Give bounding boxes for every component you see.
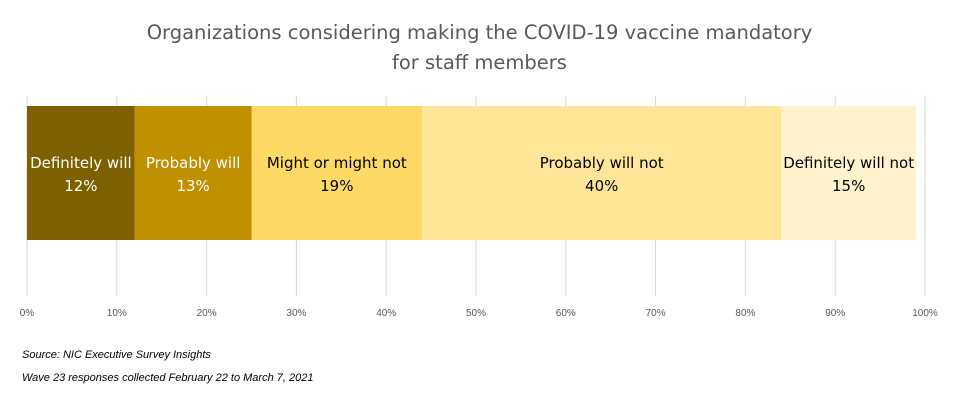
segment-name-label: Definitely will bbox=[30, 154, 132, 172]
x-tick-label: 100% bbox=[912, 308, 938, 319]
segment-value-label: 40% bbox=[585, 177, 618, 195]
segment-name-label: Probably will not bbox=[540, 154, 664, 172]
wave-note: Wave 23 responses collected February 22 … bbox=[22, 372, 314, 384]
segment-value-label: 13% bbox=[176, 177, 209, 195]
x-tick-label: 10% bbox=[107, 308, 127, 319]
x-tick-label: 80% bbox=[735, 308, 755, 319]
x-tick-label: 30% bbox=[286, 308, 306, 319]
segment-name-label: Might or might not bbox=[267, 154, 407, 172]
chart-title-line-2: for staff members bbox=[392, 51, 567, 74]
x-tick-label: 90% bbox=[825, 308, 845, 319]
x-tick-label: 20% bbox=[197, 308, 217, 319]
segment-value-label: 12% bbox=[64, 177, 97, 195]
bar-segment bbox=[134, 106, 252, 240]
bar-segment bbox=[27, 106, 135, 240]
bar-segment bbox=[781, 106, 917, 240]
chart-title-line-1: Organizations considering making the COV… bbox=[146, 21, 813, 44]
source-note: Source: NIC Executive Survey Insights bbox=[22, 349, 211, 361]
segment-value-label: 19% bbox=[320, 177, 353, 195]
segment-name-label: Definitely will not bbox=[783, 154, 914, 172]
x-tick-label: 70% bbox=[646, 308, 666, 319]
x-tick-label: 60% bbox=[556, 308, 576, 319]
x-tick-label: 50% bbox=[466, 308, 486, 319]
bar-segment bbox=[422, 106, 782, 240]
x-tick-label: 40% bbox=[376, 308, 396, 319]
segment-value-label: 15% bbox=[832, 177, 865, 195]
chart-title: Organizations considering making the COV… bbox=[0, 18, 959, 78]
bar-segment bbox=[251, 106, 423, 240]
segment-name-label: Probably will bbox=[146, 154, 241, 172]
x-tick-label: 0% bbox=[20, 308, 35, 319]
